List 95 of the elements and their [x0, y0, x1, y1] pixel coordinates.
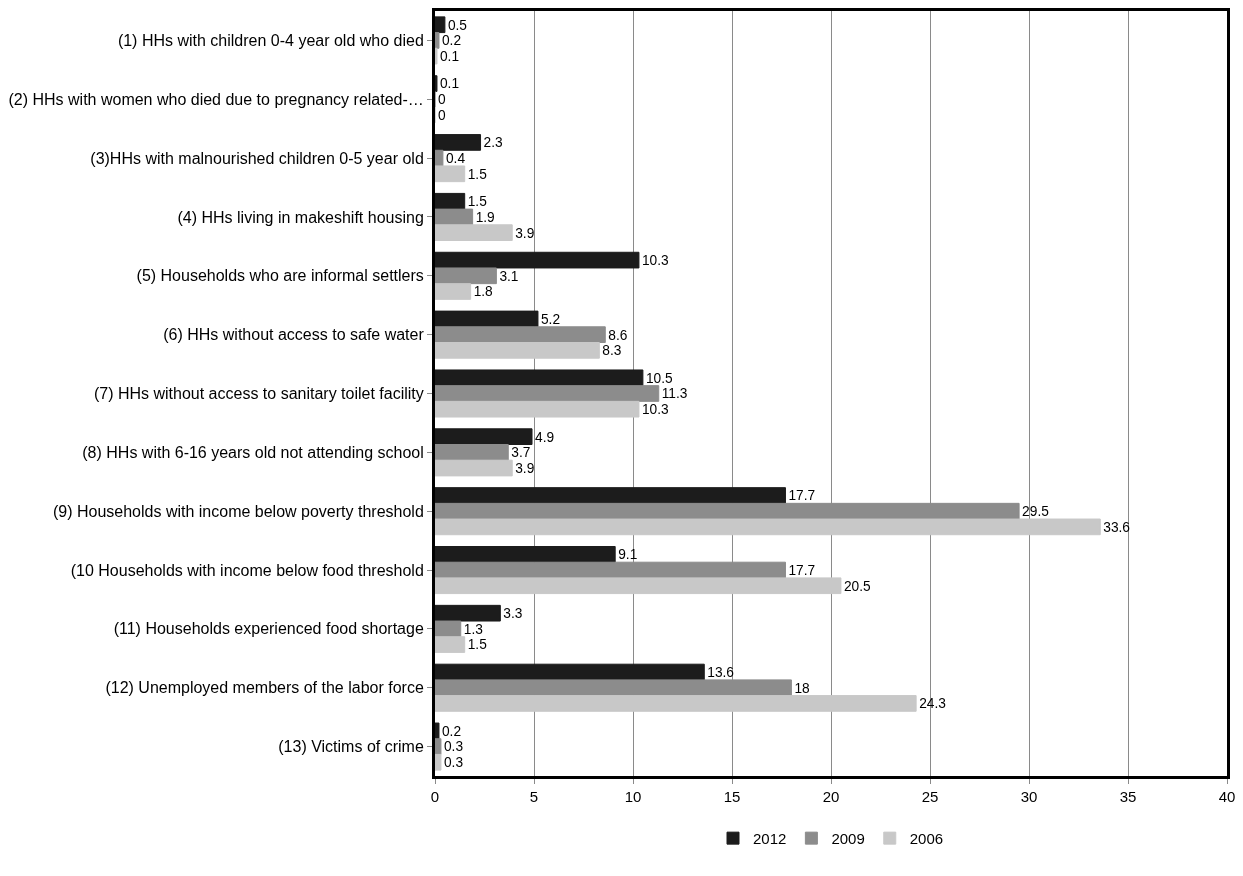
bar: [435, 32, 440, 49]
bar: [435, 444, 509, 461]
y-tick-label: (2) HHs with women who died due to pregnancy related-…: [8, 90, 424, 108]
bar: [435, 546, 616, 563]
data-label: 17.7: [788, 562, 816, 578]
data-label: 0: [438, 107, 446, 123]
data-label: 0.4: [445, 151, 466, 167]
bar: [435, 459, 513, 477]
data-label: 0.3: [443, 755, 464, 771]
y-tick-label: (9) Households with income below poverty threshold: [52, 502, 424, 520]
y-tick-label: (6) HHs without access to safe water: [163, 326, 425, 344]
y-tick-label: (10 Households with income below food threshold: [70, 561, 424, 579]
y-tick-label: (5) Households who are informal settlers: [136, 267, 424, 285]
data-label: 0.2: [441, 33, 462, 49]
data-label: 5.2: [540, 311, 561, 327]
bar: [435, 224, 513, 241]
legend-label: 2006: [909, 830, 944, 847]
data-label: 13.6: [707, 664, 735, 680]
bar: [435, 267, 497, 285]
bar: [435, 134, 482, 151]
data-label: 20.5: [843, 578, 871, 594]
data-label: 10.5: [645, 370, 673, 386]
bar: [435, 487, 786, 504]
data-label: 0.2: [441, 723, 462, 739]
bar: [435, 149, 444, 167]
data-label: 3.9: [515, 460, 535, 476]
data-label: 0.1: [439, 49, 460, 65]
x-tick-label: 35: [1119, 788, 1137, 805]
data-label: 33.6: [1103, 519, 1131, 535]
data-label: 24.3: [919, 696, 947, 712]
data-label: 18: [794, 680, 811, 696]
x-tick-label: 30: [1020, 788, 1038, 805]
data-label: 1.9: [475, 209, 495, 225]
bar: [435, 326, 606, 343]
bar: [435, 636, 466, 653]
bar: [435, 283, 472, 300]
bar: [435, 722, 440, 740]
y-tick-label: (7) HHs without access to sanitary toilet facility: [93, 385, 424, 403]
data-label: 4.9: [535, 429, 555, 445]
x-tick-label: 40: [1218, 788, 1236, 805]
data-label: 1.5: [467, 166, 488, 182]
bar: [435, 310, 539, 328]
data-label: 0: [438, 92, 447, 108]
bar: [435, 604, 501, 622]
bar: [435, 738, 442, 755]
data-label: 29.5: [1022, 504, 1050, 520]
data-label: 1.5: [467, 194, 488, 210]
bar: [435, 16, 446, 34]
y-tick-label: (4) HHs living in makeshift housing: [177, 208, 424, 226]
bar: [435, 400, 640, 418]
bar: [435, 753, 442, 771]
y-tick-label: (12) Unemployed members of the labor force: [105, 679, 424, 697]
data-label: 0.5: [447, 17, 468, 33]
bar: [435, 695, 917, 712]
y-tick-label: (3)HHs with malnourished children 0-5 year old: [90, 149, 424, 167]
x-tick-label: 20: [822, 788, 840, 805]
data-label: 10.3: [641, 253, 670, 269]
bar: [435, 369, 644, 387]
bar: [435, 385, 660, 402]
data-label: 3.7: [511, 445, 531, 461]
data-label: 9.1: [618, 547, 638, 563]
legend-label: 2012: [753, 830, 787, 847]
data-label: 17.7: [788, 488, 816, 504]
data-label: 8.3: [602, 343, 622, 359]
y-tick-label: (13) Victims of crime: [278, 738, 424, 756]
data-label: 3.3: [503, 606, 523, 622]
bar: [435, 208, 474, 226]
y-tick-label: (11) Households experienced food shortage: [113, 620, 424, 638]
data-label: 2.3: [483, 135, 503, 151]
bar: [435, 251, 640, 269]
data-label: 10.3: [641, 402, 670, 418]
data-label: 11.3: [661, 386, 688, 402]
data-label: 0.1: [439, 76, 460, 92]
data-label: 8.6: [608, 327, 628, 343]
x-tick-label: 15: [723, 788, 741, 805]
bar: [435, 428, 533, 445]
data-label: 1.5: [467, 637, 488, 653]
legend-label: 2009: [831, 830, 865, 847]
x-tick-label: 0: [430, 788, 440, 805]
data-label: 3.1: [499, 268, 519, 284]
bar: [435, 342, 600, 359]
data-label: 1.3: [463, 621, 484, 637]
bar: [435, 518, 1101, 536]
data-label: 0.3: [443, 739, 464, 755]
y-tick-label: (8) HHs with 6-16 years old not attending school: [82, 443, 424, 461]
bar: [435, 577, 842, 595]
y-tick-label: (1) HHs with children 0-4 year old who died: [117, 32, 424, 50]
data-label: 1.8: [473, 284, 494, 300]
x-tick-label: 5: [529, 788, 539, 805]
x-tick-label: 10: [624, 788, 642, 805]
x-tick-label: 25: [921, 788, 939, 805]
bar: [435, 165, 466, 183]
bar: [435, 663, 705, 681]
data-label: 3.9: [515, 225, 535, 241]
bar: [435, 620, 462, 638]
